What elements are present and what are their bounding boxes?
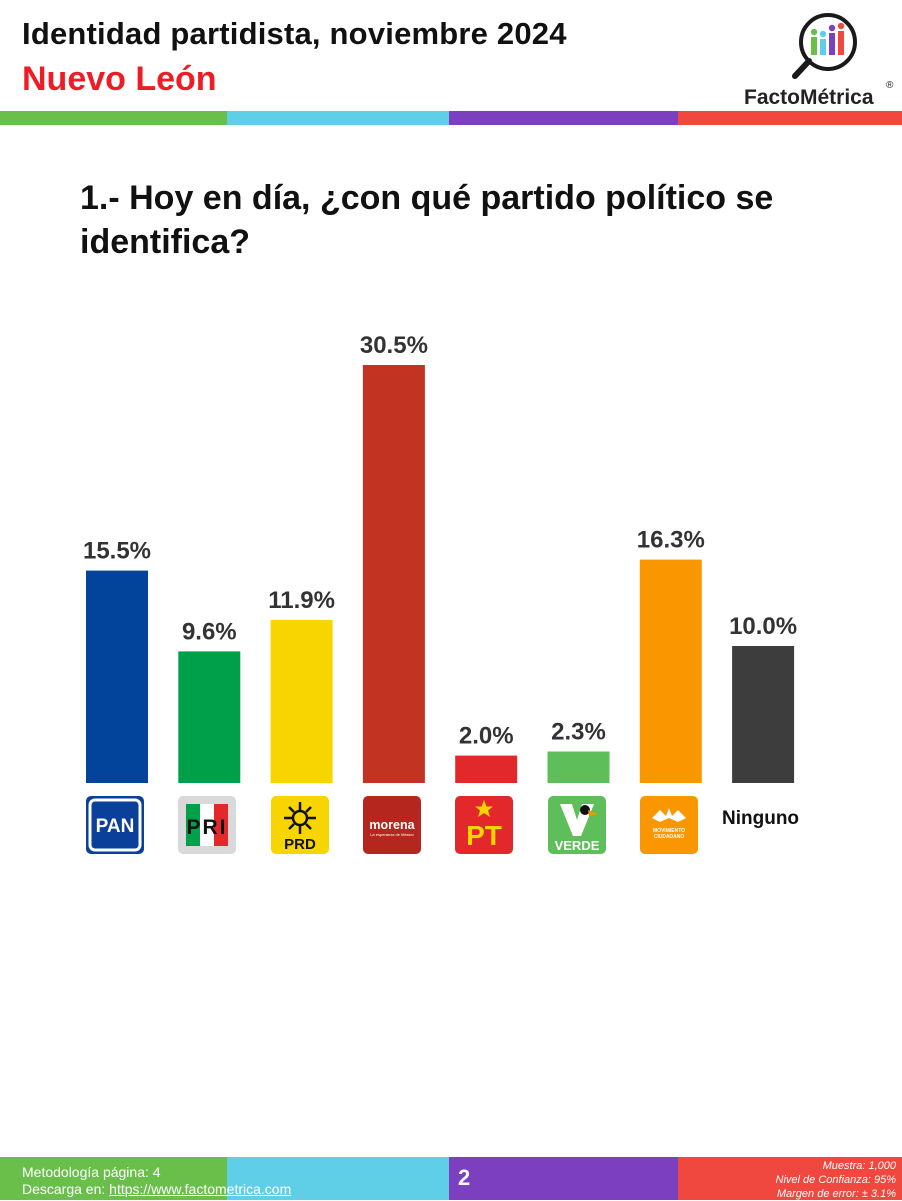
footer-segment-green [0,1157,227,1200]
data-label-pt: 2.0% [459,723,514,750]
download-prefix: Descarga en: [22,1181,110,1197]
bar-chart: 15.5% 9.6% 11.9% 30.5% 2.0% 2.3% 16.3% 10.0% [83,332,797,783]
ninguno-label: Ninguno [722,808,800,829]
pan-logo-text: PAN [96,816,135,837]
bar-pri [178,651,241,783]
error-margin: Margen de error: ± 3.1% [776,1188,896,1200]
data-label-pan: 15.5% [83,538,151,565]
bar-verde [547,751,610,783]
page-number: 2 [458,1165,471,1190]
confidence-level: Nivel de Confianza: 95% [775,1174,896,1186]
data-label-prd: 11.9% [268,587,335,614]
magnifier-chart-icon [792,13,857,79]
bar-prd [270,619,333,783]
morena-logo-text: morena [369,818,415,832]
data-label-morena: 30.5% [360,332,428,359]
morena-logo: morena La esperanza de México [363,796,421,854]
data-label-ninguno: 10.0% [729,613,797,640]
download-line: Descarga en: https://www.factometrica.co… [22,1181,291,1198]
footer-segment-red [678,1157,902,1200]
brand-logo: FactoMétrica ® [740,8,900,112]
survey-question: 1.- Hoy en día, ¿con qué partido polític… [80,179,774,261]
bar-morena [362,365,425,783]
data-label-movimiento-ciudadano: 16.3% [637,527,705,554]
header-stripe-purple [449,111,678,125]
sample-size: Muestra: 1,000 [822,1160,896,1172]
mc-logo-line1: MOVIMIENTO [653,828,685,834]
brand-name: FactoMétrica [744,86,874,109]
registered-mark: ® [886,80,894,91]
bar-ninguno [732,646,795,783]
morena-logo-tagline: La esperanza de México [370,832,414,837]
footer-segment-purple [449,1157,678,1200]
mc-logo-line2: CIUDADANO [654,834,685,840]
verde-logo-text: VERDE [555,838,600,853]
data-label-pri: 9.6% [182,618,237,645]
methodology-text: Metodología página: 4 [22,1164,161,1180]
footer-segment-cyan [227,1157,449,1200]
footer-methodology: Metodología página: 4 Descarga en: https… [22,1164,291,1198]
footer-stats: Muestra: 1,000 Nivel de Confianza: 95% M… [776,1159,896,1201]
header-stripe-cyan [227,111,449,125]
bar-pan [86,570,148,783]
pri-logo-text: PRI [186,816,227,839]
page-title: Identidad partidista, noviembre 2024 [22,16,567,51]
footer: Metodología página: 4 Descarga en: https… [0,1157,902,1200]
prd-logo: PRD [271,796,329,854]
movimiento-ciudadano-logo: MOVIMIENTO CIUDADANO [640,796,698,854]
verde-logo: VERDE [548,796,606,854]
pt-logo-text: PT [466,820,502,851]
bar-pt [455,755,518,783]
page-subtitle: Nuevo León [22,60,217,98]
pt-logo: PT [455,796,513,854]
download-link[interactable]: https://www.factometrica.com [109,1181,292,1197]
pan-logo: PAN [86,796,144,854]
header-stripe-green [0,111,227,125]
prd-logo-text: PRD [284,836,316,853]
header-stripe-red [678,111,902,125]
data-label-verde: 2.3% [551,719,606,746]
pri-logo: PRI [178,796,236,854]
bar-movimiento-ciudadano [639,559,702,783]
